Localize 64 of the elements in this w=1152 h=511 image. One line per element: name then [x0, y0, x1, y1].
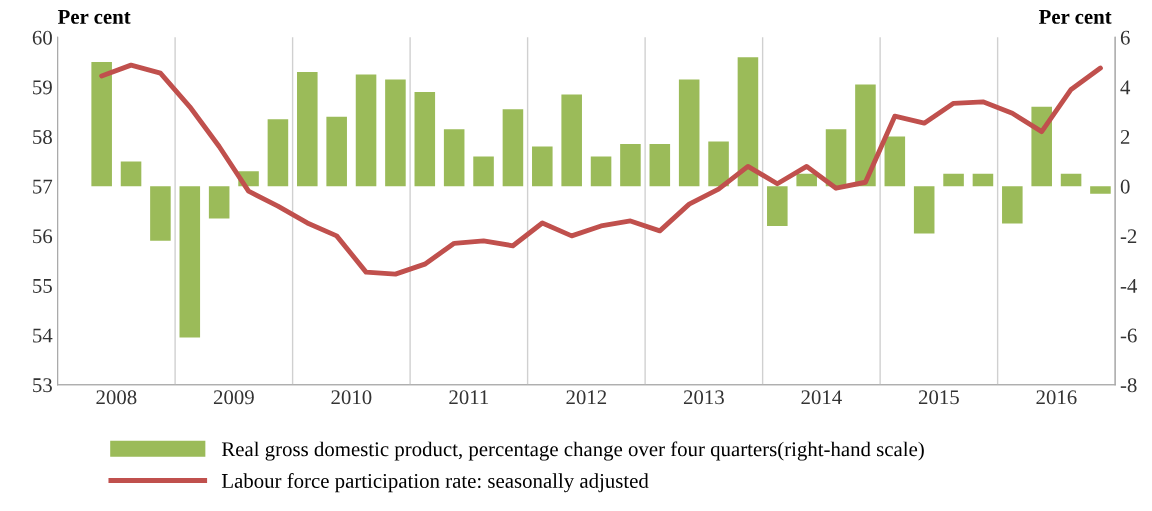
- legend-label: Labour force participation rate: seasonally adjusted: [221, 473, 649, 493]
- bar: [1002, 186, 1023, 224]
- x-tick-label: 2011: [449, 390, 489, 405]
- bar: [297, 72, 318, 187]
- y2-axis-title: Per cent: [1038, 10, 1112, 24]
- bar: [91, 62, 112, 187]
- bar: [825, 129, 847, 187]
- legend-label: Real gross domestic product, percentage change over four quarters(right-hand scale): [221, 441, 924, 461]
- bar: [913, 186, 935, 234]
- bar: [561, 94, 582, 187]
- x-tick-label: 2012: [566, 390, 607, 405]
- bar: [796, 173, 817, 187]
- y-tick-label: 56: [33, 229, 53, 244]
- bar: [943, 173, 964, 187]
- y2-tick-label: 6: [1120, 30, 1130, 45]
- bar: [1060, 173, 1082, 187]
- y2-tick-label: 2: [1120, 130, 1130, 144]
- x-tick-label: 2010: [331, 390, 372, 405]
- bar: [267, 119, 289, 187]
- bar: [326, 116, 347, 187]
- bar: [120, 161, 142, 187]
- bar: [385, 79, 406, 187]
- bar: [150, 186, 171, 241]
- y-tick-label: 53: [33, 378, 52, 393]
- bar: [502, 109, 524, 187]
- bar: [208, 186, 230, 219]
- bar: [1090, 186, 1111, 194]
- y-tick-label: 55: [33, 279, 52, 293]
- bar: [620, 144, 641, 187]
- bar: [179, 186, 201, 338]
- bar: [1031, 106, 1052, 187]
- y2-tick-label: -2: [1120, 229, 1137, 244]
- bar: [443, 129, 465, 187]
- x-tick-label: 2014: [801, 390, 842, 405]
- bar: [767, 186, 788, 226]
- y2-tick-label: -4: [1120, 279, 1138, 293]
- bar: [473, 156, 494, 187]
- y-tick-label: 60: [32, 30, 52, 45]
- bar: [532, 146, 553, 187]
- x-tick-label: 2013: [683, 390, 724, 405]
- y2-tick-label: -8: [1120, 378, 1137, 393]
- x-tick-label: 2008: [96, 390, 137, 405]
- y2-tick-label: 0: [1120, 179, 1130, 194]
- x-tick-label: 2009: [213, 390, 254, 405]
- y-axis-title: Per cent: [57, 10, 131, 24]
- y-tick-label: 58: [33, 129, 52, 145]
- x-tick-label: 2015: [918, 390, 959, 405]
- bar: [355, 74, 377, 187]
- bar: [737, 57, 759, 187]
- bar: [649, 144, 671, 187]
- x-tick-label: 2016: [1036, 390, 1077, 405]
- y-tick-label: 54: [33, 328, 53, 343]
- bar: [678, 79, 700, 187]
- bar: [972, 173, 994, 187]
- y2-tick-label: -6: [1120, 328, 1137, 343]
- y-tick-label: 57: [33, 179, 53, 194]
- y2-tick-label: 4: [1120, 80, 1131, 95]
- bar: [855, 84, 876, 187]
- line-series: [99, 62, 1103, 277]
- bar: [884, 136, 906, 187]
- bar: [590, 156, 612, 187]
- y-tick-label: 59: [33, 80, 52, 95]
- bar: [708, 141, 729, 187]
- bar: [414, 91, 436, 187]
